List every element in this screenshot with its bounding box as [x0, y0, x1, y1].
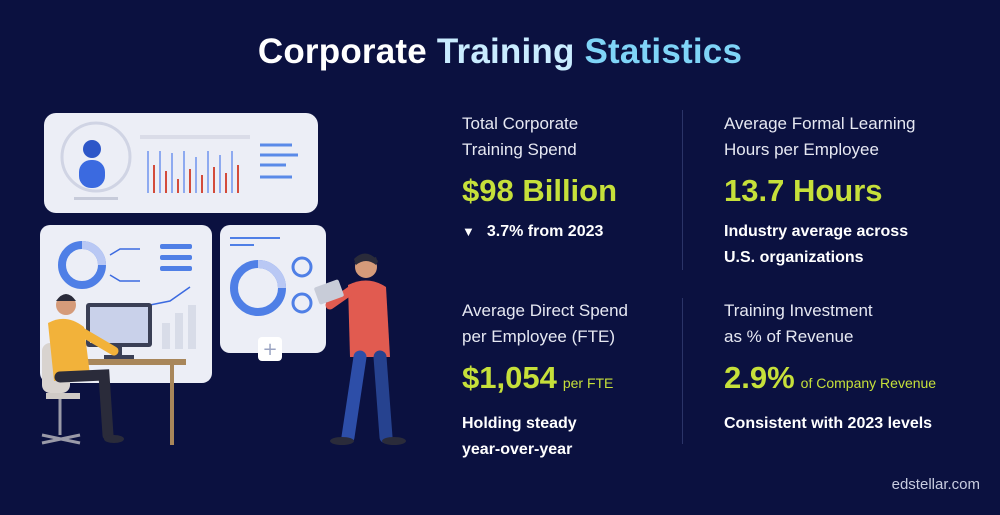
stat-value: $1,054 per FTE [462, 360, 614, 395]
title-part-1: Corporate [257, 32, 427, 71]
add-tile [258, 337, 282, 361]
training-illustration: + [40, 113, 406, 445]
footer-site: edstellar.com [891, 476, 980, 493]
column-divider-top [682, 110, 683, 270]
column-divider-bottom [682, 298, 683, 444]
stat-value: $98 Billion [462, 173, 618, 208]
page-title: Corporate Training Statistics [0, 32, 1000, 72]
stat-label: Total Corporate Training Spend [462, 114, 579, 159]
plus-icon: + [262, 339, 277, 360]
stat-total-training-spend: Total Corporate Training Spend $98 Billi… [462, 111, 712, 245]
stat-label: Average Formal Learning Hours per Employ… [724, 114, 916, 159]
stat-note: ▼ 3.7% from 2023 [462, 223, 604, 240]
stat-label: Training Investment as % of Revenue [724, 301, 873, 346]
standing-person-shirt [348, 280, 390, 357]
profile-bar-chart [147, 151, 239, 193]
desk [80, 359, 186, 365]
stat-note: Industry average across U.S. organizatio… [724, 223, 909, 266]
stat-value: 2.9% of Company Revenue [724, 360, 937, 395]
stat-note: Consistent with 2023 levels [724, 415, 933, 432]
stat-note: Holding steady year-over-year [462, 415, 577, 458]
stat-unit: per FTE [562, 375, 614, 391]
profile-avatar-head [83, 140, 101, 158]
stat-learning-hours: Average Formal Learning Hours per Employ… [724, 111, 974, 271]
title-part-3: Statistics [584, 32, 743, 71]
stat-value: 13.7 Hours [724, 173, 883, 208]
profile-lines [260, 143, 298, 179]
stat-direct-spend-per-employee: Average Direct Spend per Employee (FTE) … [462, 298, 712, 463]
down-triangle-icon: ▼ [462, 224, 475, 239]
stat-unit: of Company Revenue [800, 375, 937, 391]
tablet [314, 279, 344, 305]
profile-avatar-body [79, 160, 105, 188]
stat-label: Average Direct Spend per Employee (FTE) [462, 301, 629, 346]
profile-avatar-ring [60, 121, 132, 193]
title-part-2: Training [436, 32, 575, 71]
stat-investment-percent-revenue: Training Investment as % of Revenue 2.9%… [724, 298, 984, 437]
